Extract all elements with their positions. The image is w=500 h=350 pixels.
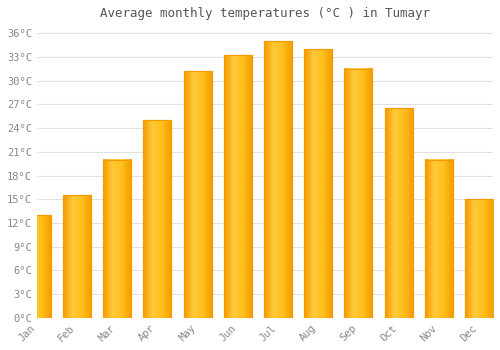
Bar [224, 55, 252, 318]
Bar [22, 215, 51, 318]
Bar [424, 160, 453, 318]
Bar [304, 49, 332, 318]
Bar [344, 69, 372, 318]
Bar [103, 160, 132, 318]
Bar [304, 49, 332, 318]
Bar [384, 108, 412, 318]
Bar [465, 199, 493, 318]
Bar [144, 120, 172, 318]
Title: Average monthly temperatures (°C ) in Tumayr: Average monthly temperatures (°C ) in Tu… [100, 7, 430, 20]
Bar [63, 195, 91, 318]
Bar [22, 215, 51, 318]
Bar [103, 160, 132, 318]
Bar [144, 120, 172, 318]
Bar [224, 55, 252, 318]
Bar [184, 71, 212, 318]
Bar [384, 108, 412, 318]
Bar [264, 41, 292, 318]
Bar [264, 41, 292, 318]
Bar [63, 195, 91, 318]
Bar [424, 160, 453, 318]
Bar [465, 199, 493, 318]
Bar [184, 71, 212, 318]
Bar [344, 69, 372, 318]
